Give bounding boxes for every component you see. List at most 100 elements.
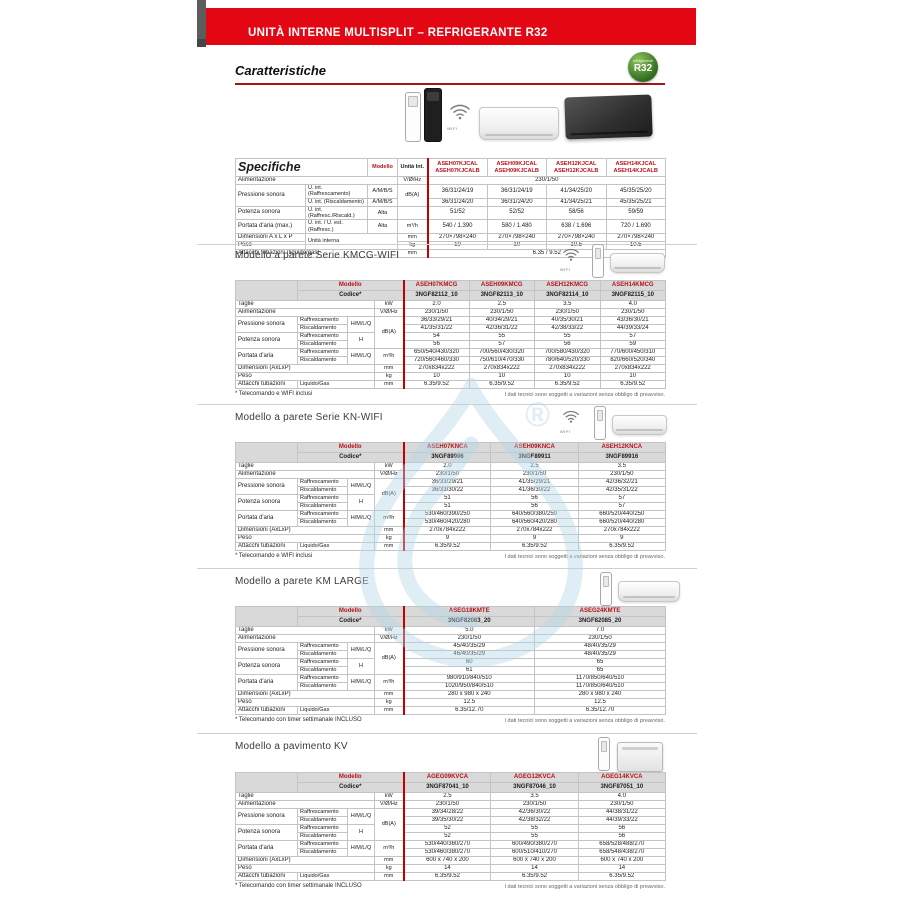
sub-label: Raffrescamento [297,658,348,667]
value-cell: 660/520/440/280 [577,518,666,527]
sub-label: U. int. / U. est. (Raffresc.) [305,219,368,234]
wall-unit-dark-image [564,94,653,140]
value-cell: 230/1/50 [402,634,535,643]
row-label: Potenza sonora [235,332,298,349]
unit-cell: kW [374,626,404,635]
value-cell: 2.5 [490,462,579,471]
mode-cell: H [347,332,375,349]
unit-cell: V/Ø/Hz [374,800,404,809]
mode-cell: H/M/L/Q [347,840,375,857]
value-cell: 6.35/9.52 [468,380,535,389]
sub-label: Riscaldamento [297,518,348,527]
model-header: ASEH09KJCAL ASEH09KJCALB [486,158,547,177]
value-cell: 9 [402,534,492,543]
km-large-remote-image [600,572,612,606]
row-label: Dimensioni A x L x P [235,232,306,242]
row-label: Alimentazione [235,800,375,809]
value-cell: 36/33/30/22 [402,486,492,495]
value-cell: 650/540/430/320 [402,348,470,357]
unit-cell: dB(A) [374,478,404,511]
value-cell: 14 [490,864,579,873]
unit-cell: mm [374,542,404,551]
sub-label: Liquido/Gas [297,872,375,881]
value-cell: 46/40/35/29 [402,650,535,659]
value-cell: 36/31/24/20 [426,197,488,207]
code-cell: 3NGF82113_10 [468,290,535,301]
unit-cell: V/Ø/Hz [374,308,404,317]
modello-header: Modello [297,280,404,291]
unit-cell: dB(A) [397,184,428,207]
mode-cell: H/M/L/Q [347,348,375,365]
value-cell: 14 [402,864,492,873]
row-label: Portata d'aria [235,510,298,527]
mode-cell: Alta [367,219,398,234]
row-label: Dimensioni (AxLxP) [235,856,375,865]
value-cell: 56 [577,824,666,833]
unit-cell: dB(A) [374,642,404,675]
value-cell: 230/1/50 [534,634,666,643]
row-label: Potenza sonora [235,205,306,221]
mode-cell: H/M/L/Q [347,808,375,825]
sub-label: Raffrescamento [297,478,348,487]
value-cell: 52/52 [486,205,547,221]
value-cell: 6.35/12.70 [534,706,666,715]
wifi-icon-label: WIFI [560,429,571,434]
row-label: Pressione sonora [235,184,306,207]
unit-cell: kW [374,300,404,309]
value-cell: 60 [402,658,535,667]
model-header: ASEH07KJCAL ASEH07KJCALB [426,158,488,177]
modello-header: Modello [367,158,398,177]
mode-cell: A/M/B/S [367,184,398,199]
row-label: Peso [235,534,375,543]
row-label: Peso [235,372,375,381]
row-label: Dimensioni (AxLxP) [235,526,375,535]
value-cell: 56 [490,494,579,503]
mode-cell: H/M/L/Q [347,478,375,495]
kmcg-disclaimer: I dati tecnici sono soggetti a variazion… [504,392,665,398]
kmcg-footnote: * Telecomando e WIFI inclusi [235,391,313,397]
value-cell: 56 [577,832,666,841]
row-label: Attacchi tubazioni [235,872,298,881]
value-cell: 2.5 [468,300,535,309]
value-cell: 61 [402,666,535,675]
value-cell: 230/1/50 [468,308,535,317]
spec-table-title: Specifiche [235,158,368,177]
model-header: ASEH12KMCG [534,280,601,291]
kn-table-wrap: Modello ASEH07KNCA ASEH09KNCA ASEH12KNCA Cod… [235,442,666,551]
value-cell: 42/35/31/22 [577,486,666,495]
value-cell: 40/34/29/21 [468,316,535,325]
value-cell: 1020/950/840/510 [402,682,535,691]
row-label: Taglie [235,792,375,801]
value-cell: 5.0 [402,626,535,635]
value-cell: 10 [426,240,488,250]
specifiche-table: Specifiche Modello Unità Int. ASEH07KJCAL A… [235,158,666,258]
value-cell: 270×798×240 [486,232,547,242]
codice-header: Codice* [297,290,404,301]
sub-label: Raffrescamento [297,332,348,341]
wifi-icon-label: WIFI [560,267,571,272]
sub-label: Raffrescamento [297,674,348,683]
page-edge-tab [197,0,206,47]
sub-label: Raffrescamento [297,808,348,817]
row-label: Alimentazione [235,308,375,317]
value-cell: 600 x 740 x 200 [577,856,666,865]
value-cell: 57 [577,502,666,511]
value-cell: 41/34/25/21 [546,197,607,207]
km-large-footnote: * Telecomando con timer settimanale INCL… [235,717,362,723]
kv-table: Modello AGEG09KVCA AGEG12KVCA AGEG14KVCA Cod… [235,772,666,881]
row-label: Attacchi tubazioni [235,542,298,551]
row-label: Attacchi tubazioni [235,706,298,715]
model-header: ASEH07KMCG [402,280,470,291]
unit-cell: V/Ø/Hz [374,634,404,643]
sub-label: Raffrescamento [297,840,348,849]
value-cell: 55 [468,332,535,341]
model-header: ASEH12KNCA [577,442,666,453]
unit-cell: m³/h [397,219,428,234]
value-cell: 3.5 [534,300,601,309]
kv-floor-unit-image [617,742,663,772]
specifiche-table-wrap: Specifiche Modello Unità Int. ASEH07KJCAL A… [235,158,666,258]
corner-cell [235,442,298,463]
value-cell: 6.35/12.70 [402,706,535,715]
unit-cell: mm [374,380,404,389]
value-cell: 530/460/420/280 [402,518,492,527]
